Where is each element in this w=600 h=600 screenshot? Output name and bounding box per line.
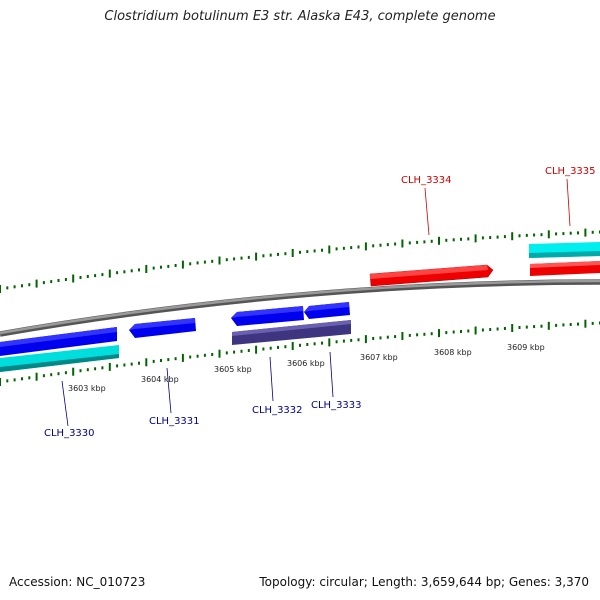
scale-label-3609: 3609 kbp bbox=[507, 343, 545, 352]
gene-clh-3335-cds-shade bbox=[530, 261, 600, 268]
label-clh-3331: CLH_3331 bbox=[149, 416, 200, 427]
forward-tick-row bbox=[0, 228, 600, 293]
gene-clh-3330-gene-shade bbox=[0, 354, 119, 372]
label-clh-3330: CLH_3330 bbox=[44, 428, 95, 439]
leader-clh-3333 bbox=[329, 351, 334, 398]
label-clh-3334: CLH_3334 bbox=[401, 175, 452, 186]
scale-label-3608: 3608 kbp bbox=[434, 348, 472, 357]
gene-clh-3331-cds-shade bbox=[129, 318, 195, 330]
gene-clh-3332-other-shade bbox=[232, 320, 351, 336]
map-title: Clostridium botulinum E3 str. Alaska E43… bbox=[104, 9, 496, 24]
gene-clh-3334-cds-shade bbox=[370, 265, 488, 279]
genome-summary-text: Topology: circular; Length: 3,659,644 bp… bbox=[259, 575, 589, 589]
scale-label-3606: 3606 kbp bbox=[287, 359, 325, 368]
label-clh-3332: CLH_3332 bbox=[252, 405, 303, 416]
scale-label-3605: 3605 kbp bbox=[214, 365, 252, 374]
label-clh-3333: CLH_3333 bbox=[311, 400, 362, 411]
reverse-tick-row bbox=[0, 319, 600, 386]
gene-clh-3330-cds-shade bbox=[0, 327, 117, 347]
leader-clh-3330 bbox=[61, 380, 69, 427]
gene-clh-3332-cds-shade bbox=[231, 306, 303, 318]
scale-label-3607: 3607 kbp bbox=[360, 353, 398, 362]
scale-label-3604: 3604 kbp bbox=[141, 375, 179, 384]
leader-clh-3332 bbox=[269, 356, 274, 402]
backbone-arc-highlight bbox=[0, 279, 600, 335]
gene-clh-3335-gene-shade bbox=[529, 251, 600, 258]
accession-text: Accession: NC_010723 bbox=[9, 575, 146, 589]
scale-label-3603: 3603 kbp bbox=[68, 384, 106, 393]
gene-clh-3333-cds-shade bbox=[304, 302, 349, 312]
label-clh-3335: CLH_3335 bbox=[545, 166, 596, 177]
leader-clh-3334 bbox=[424, 187, 430, 236]
leader-clh-3335 bbox=[566, 178, 571, 227]
leader-clh-3331 bbox=[166, 367, 172, 414]
